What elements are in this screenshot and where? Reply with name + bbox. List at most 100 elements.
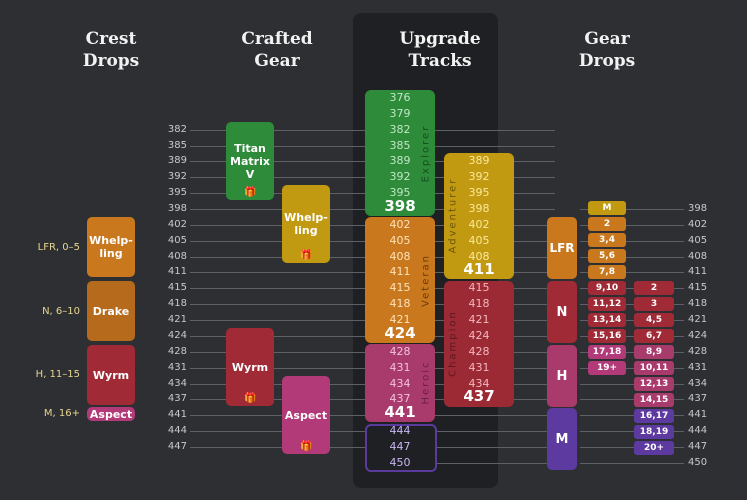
ilvl-label-right: 415 <box>688 282 708 293</box>
ilvl-label-left: 434 <box>167 378 187 389</box>
ilvl-label-right: 408 <box>688 251 708 262</box>
track-value-champion: 415 <box>468 281 490 294</box>
ilvl-label-left: 437 <box>167 393 187 404</box>
gear-drop-level-col2: 20+ <box>634 441 674 455</box>
gear-drop-level-col2: 8,9 <box>634 345 674 359</box>
track-value-adventurer: 411 <box>463 260 495 278</box>
track-value-adventurer: 392 <box>468 170 490 183</box>
ilvl-label-left: 389 <box>167 155 187 166</box>
track-value-myth: 447 <box>389 440 411 453</box>
crest-range-whelpling: LFR, 0–5 <box>37 242 80 253</box>
track-value-heroic: 437 <box>389 392 411 405</box>
crafted-aspect: Aspect <box>282 376 330 454</box>
chest-icon: 🎁 <box>244 187 257 198</box>
gear-drop-level-col1: 5,6 <box>588 249 626 263</box>
ilvl-label-right: 437 <box>688 393 708 404</box>
chest-icon: 🎁 <box>300 441 313 452</box>
crafted-whelpling: Whelp- ling <box>282 185 330 263</box>
track-value-myth: 450 <box>389 456 411 469</box>
ilvl-label-left: 431 <box>167 362 187 373</box>
ilvl-label-right: 431 <box>688 362 708 373</box>
gear-drop-normal: N <box>547 281 577 343</box>
crafted-wyrm: Wyrm <box>226 328 274 406</box>
gear-drop-level-col1: 11,12 <box>588 297 626 311</box>
crest-drake: Drake <box>87 281 135 341</box>
track-heroic <box>365 344 435 422</box>
ilvl-label-left: 447 <box>167 441 187 452</box>
gear-drop-level-col1: 17,18 <box>588 345 626 359</box>
track-value-explorer: 389 <box>389 154 411 167</box>
gear-drop-level-col1: 7,8 <box>588 265 626 279</box>
track-value-champion: 437 <box>463 387 495 405</box>
track-value-champion: 434 <box>468 377 490 390</box>
track-value-adventurer: 398 <box>468 202 490 215</box>
track-value-veteran: 421 <box>389 313 411 326</box>
track-value-explorer: 382 <box>389 123 411 136</box>
ilvl-line <box>580 384 684 385</box>
ilvl-label-left: 421 <box>167 314 187 325</box>
track-value-veteran: 418 <box>389 297 411 310</box>
ilvl-label-right: 421 <box>688 314 708 325</box>
ilvl-line <box>580 225 684 226</box>
gear-drop-level-col2: 10,11 <box>634 361 674 375</box>
ilvl-line <box>580 431 684 432</box>
gear-drop-lfr: LFR <box>547 217 577 279</box>
gear-drop-level-col1: 9,10 <box>588 281 626 295</box>
ilvl-label-right: 441 <box>688 409 708 420</box>
ilvl-line <box>435 463 555 464</box>
crest-whelpling: Whelp- ling <box>87 217 135 277</box>
ilvl-label-left: 398 <box>167 203 187 214</box>
ilvl-label-left: 411 <box>167 266 187 277</box>
ilvl-label-right: 444 <box>688 425 708 436</box>
track-value-champion: 431 <box>468 361 490 374</box>
ilvl-line <box>580 272 684 273</box>
crest-range-wyrm: H, 11–15 <box>35 369 80 380</box>
track-value-adventurer: 405 <box>468 234 490 247</box>
gear-drop-level-col1: 13,14 <box>588 313 626 327</box>
track-value-veteran: 415 <box>389 281 411 294</box>
upgrade-tracks-header: Upgrade Tracks <box>399 29 481 71</box>
gear-drop-level-col1: 19+ <box>588 361 626 375</box>
track-value-heroic: 434 <box>389 377 411 390</box>
track-value-heroic: 431 <box>389 361 411 374</box>
gear-drop-level-col2: 18,19 <box>634 425 674 439</box>
gear-drop-mythic: M <box>547 408 577 470</box>
track-value-heroic: 441 <box>384 403 416 421</box>
gear-drop-level-col1: 3,4 <box>588 233 626 247</box>
track-value-adventurer: 389 <box>468 154 490 167</box>
chest-icon: 🎁 <box>300 250 313 261</box>
ilvl-line <box>580 257 684 258</box>
track-value-veteran: 408 <box>389 250 411 263</box>
ilvl-label-right: 428 <box>688 346 708 357</box>
ilvl-line <box>580 304 684 305</box>
ilvl-label-right: 418 <box>688 298 708 309</box>
track-value-veteran: 402 <box>389 218 411 231</box>
track-value-explorer: 379 <box>389 107 411 120</box>
ilvl-line <box>580 399 684 400</box>
track-value-adventurer: 408 <box>468 250 490 263</box>
track-adventurer <box>444 153 514 279</box>
gear-drop-level-col2: 12,13 <box>634 377 674 391</box>
gear-drop-heroic: H <box>547 345 577 407</box>
ilvl-line <box>580 415 684 416</box>
track-value-explorer: 392 <box>389 170 411 183</box>
ilvl-line <box>580 463 684 464</box>
ilvl-label-right: 411 <box>688 266 708 277</box>
ilvl-label-right: 424 <box>688 330 708 341</box>
crafted-titan-matrix: Titan Matrix V <box>226 122 274 200</box>
track-value-explorer: 395 <box>389 186 411 199</box>
gear-drop-level-col2: 2 <box>634 281 674 295</box>
ilvl-label-right: 450 <box>688 457 708 468</box>
track-value-champion: 428 <box>468 345 490 358</box>
track-value-champion: 424 <box>468 329 490 342</box>
ilvl-label-left: 392 <box>167 171 187 182</box>
track-value-veteran: 411 <box>389 265 411 278</box>
ilvl-label-left: 424 <box>167 330 187 341</box>
gear-drops-header: Gear Drops <box>578 29 636 71</box>
gear-drop-level-col1: 2 <box>588 217 626 231</box>
ilvl-label-left: 395 <box>167 187 187 198</box>
track-champion <box>444 281 514 407</box>
track-value-champion: 421 <box>468 313 490 326</box>
gear-drop-level-col1: M <box>588 201 626 215</box>
ilvl-label-right: 398 <box>688 203 708 214</box>
